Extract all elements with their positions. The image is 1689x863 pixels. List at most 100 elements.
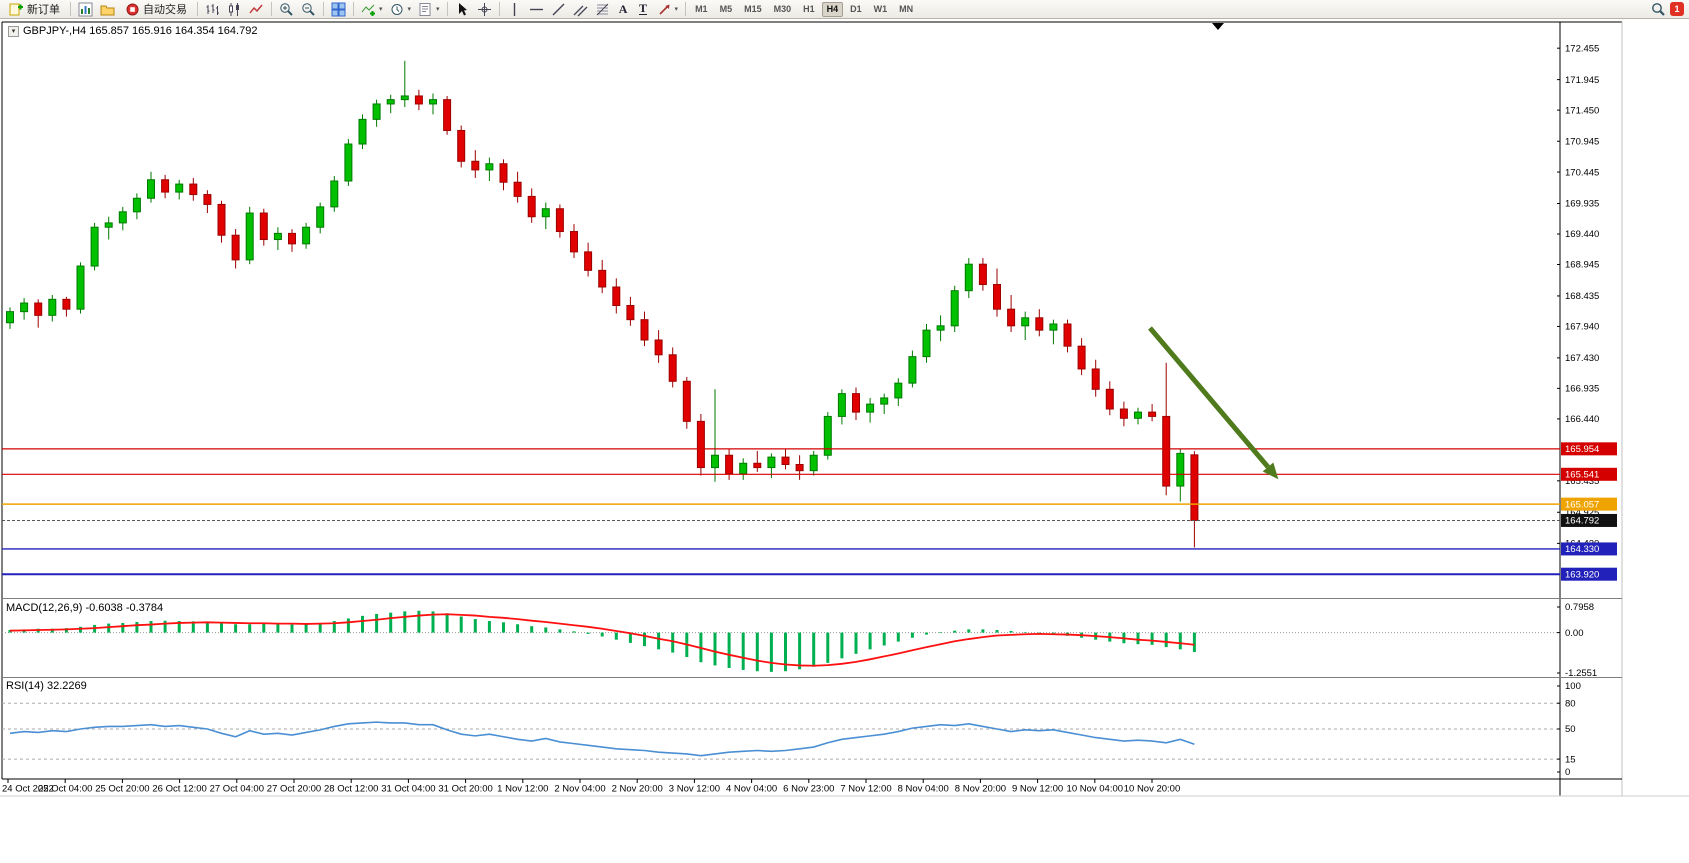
timeframe-button-w1[interactable]: W1 bbox=[873, 4, 888, 14]
arrows-button[interactable]: ▾ bbox=[654, 1, 682, 18]
candlestick-chart-button[interactable] bbox=[224, 1, 245, 18]
svg-text:164.925: 164.925 bbox=[1565, 507, 1599, 518]
zoom-in-icon bbox=[279, 2, 294, 17]
svg-text:27 Oct 20:00: 27 Oct 20:00 bbox=[267, 784, 321, 795]
chart-window: 172.455 171.945 171.450 170.945 170.445 169.9… bbox=[0, 19, 1689, 863]
trendline-icon bbox=[551, 2, 566, 17]
svg-text:169.440: 169.440 bbox=[1565, 229, 1599, 240]
separator bbox=[446, 2, 448, 16]
svg-text:167.430: 167.430 bbox=[1565, 353, 1599, 364]
separator bbox=[353, 2, 354, 16]
autotrading-button[interactable]: 自动交易 bbox=[119, 1, 193, 18]
timeframe-button-h4[interactable]: H4 bbox=[821, 1, 844, 17]
timeframe-button-m30[interactable]: M30 bbox=[773, 4, 792, 14]
horizontal-line-button[interactable] bbox=[526, 1, 547, 18]
line-chart-icon bbox=[249, 2, 264, 17]
arrows-tool-icon bbox=[657, 2, 672, 17]
horizontal-line-icon bbox=[529, 2, 544, 17]
bar-chart-button[interactable] bbox=[202, 1, 223, 18]
macd-signal-line bbox=[9, 613, 1195, 667]
tile-windows-icon bbox=[331, 2, 346, 17]
chart-header: ▾ GBPJPY-,H4 165.857 165.916 164.354 164… bbox=[8, 25, 257, 37]
autotrading-icon bbox=[125, 2, 140, 17]
svg-text:165.435: 165.435 bbox=[1565, 476, 1599, 487]
timeframe-button-mn[interactable]: MN bbox=[899, 4, 914, 14]
trend-arrow[interactable] bbox=[1148, 326, 1279, 480]
timeframe-button-h1[interactable]: H1 bbox=[803, 4, 815, 14]
profiles-icon bbox=[100, 2, 115, 17]
search-button[interactable] bbox=[1648, 1, 1669, 18]
svg-text:168.435: 168.435 bbox=[1565, 291, 1599, 302]
zoom-out-button[interactable] bbox=[298, 1, 319, 18]
profiles-button[interactable] bbox=[97, 1, 118, 18]
one-click-trading-toggle[interactable]: ▾ bbox=[8, 25, 19, 37]
timeframe-button-m5[interactable]: M5 bbox=[719, 4, 733, 14]
templates-button[interactable]: ▾ bbox=[415, 1, 443, 18]
svg-text:15: 15 bbox=[1565, 754, 1576, 765]
indicators-button[interactable]: ▾ bbox=[358, 1, 386, 18]
svg-text:-1.2551: -1.2551 bbox=[1565, 668, 1597, 679]
svg-text:25 Oct 20:00: 25 Oct 20:00 bbox=[95, 784, 149, 795]
separator bbox=[271, 2, 272, 16]
crosshair-button[interactable] bbox=[474, 1, 495, 18]
price-badge-165.057 bbox=[1561, 497, 1617, 511]
timeframe-button-m15[interactable]: M15 bbox=[744, 4, 762, 14]
label-tool-icon: T bbox=[639, 1, 648, 15]
svg-text:166.935: 166.935 bbox=[1565, 384, 1599, 395]
svg-text:100: 100 bbox=[1565, 681, 1581, 692]
vertical-line-button[interactable] bbox=[504, 1, 525, 18]
new-order-button[interactable]: 新订单 bbox=[3, 1, 66, 18]
candlestick-series bbox=[6, 60, 1199, 548]
svg-text:2 Nov 20:00: 2 Nov 20:00 bbox=[612, 784, 663, 795]
timeframe-button-m1[interactable]: M1 bbox=[695, 4, 708, 14]
svg-text:4 Nov 04:00: 4 Nov 04:00 bbox=[726, 784, 777, 795]
svg-text:1 Nov 12:00: 1 Nov 12:00 bbox=[497, 784, 548, 795]
text-label-button[interactable]: T bbox=[634, 1, 653, 18]
svg-text:8 Nov 20:00: 8 Nov 20:00 bbox=[955, 784, 1006, 795]
zoom-out-icon bbox=[301, 2, 316, 17]
notification-badge[interactable]: 1 bbox=[1670, 2, 1684, 16]
separator bbox=[197, 2, 198, 16]
charts-window-icon bbox=[78, 2, 93, 17]
cursor-button[interactable] bbox=[452, 1, 473, 18]
trendline-button[interactable] bbox=[548, 1, 569, 18]
equidistant-channel-button[interactable] bbox=[570, 1, 591, 18]
separator bbox=[685, 2, 687, 16]
zoom-in-button[interactable] bbox=[276, 1, 297, 18]
chart-shift-marker[interactable] bbox=[1212, 23, 1224, 30]
separator bbox=[70, 2, 71, 16]
svg-text:0: 0 bbox=[1565, 767, 1570, 778]
svg-text:169.935: 169.935 bbox=[1565, 199, 1599, 210]
text-tool-icon: A bbox=[618, 1, 628, 16]
bar-chart-icon bbox=[205, 2, 220, 17]
new-order-label: 新订单 bbox=[27, 4, 60, 16]
svg-text:165.057: 165.057 bbox=[1565, 499, 1599, 510]
chart-canvas[interactable]: 172.455 171.945 171.450 170.945 170.445 169.9… bbox=[0, 19, 1689, 863]
toolbar: 新订单 自动交易 ▾ ▾ ▾ bbox=[0, 0, 1689, 19]
charts-window-button[interactable] bbox=[75, 1, 96, 18]
equidistant-channel-icon bbox=[573, 2, 588, 17]
svg-text:7 Nov 12:00: 7 Nov 12:00 bbox=[840, 784, 891, 795]
macd-label: MACD(12,26,9) -0.6038 -0.3784 bbox=[6, 602, 164, 614]
separator bbox=[498, 2, 500, 16]
templates-icon bbox=[418, 2, 433, 17]
svg-text:26 Oct 12:00: 26 Oct 12:00 bbox=[152, 784, 206, 795]
separator bbox=[323, 2, 324, 16]
text-button[interactable]: A bbox=[614, 1, 633, 18]
svg-text:172.455: 172.455 bbox=[1565, 43, 1599, 54]
svg-text:8 Nov 04:00: 8 Nov 04:00 bbox=[898, 784, 949, 795]
svg-text:25 Oct 04:00: 25 Oct 04:00 bbox=[38, 784, 92, 795]
periods-button[interactable]: ▾ bbox=[387, 1, 415, 18]
chart-title: GBPJPY-,H4 165.857 165.916 164.354 164.7… bbox=[23, 25, 258, 37]
timeframe-button-d1[interactable]: D1 bbox=[850, 4, 862, 14]
svg-text:31 Oct 20:00: 31 Oct 20:00 bbox=[438, 784, 492, 795]
indicators-icon bbox=[361, 2, 376, 17]
svg-text:170.945: 170.945 bbox=[1565, 136, 1599, 147]
price-axis[interactable]: 172.455 171.945 171.450 170.945 170.445 169.9… bbox=[1557, 43, 1617, 778]
fibonacci-button[interactable] bbox=[592, 1, 613, 18]
price-badge-164.330 bbox=[1561, 542, 1617, 556]
tile-windows-button[interactable] bbox=[328, 1, 349, 18]
svg-text:165.954: 165.954 bbox=[1565, 444, 1599, 455]
line-chart-button[interactable] bbox=[246, 1, 267, 18]
